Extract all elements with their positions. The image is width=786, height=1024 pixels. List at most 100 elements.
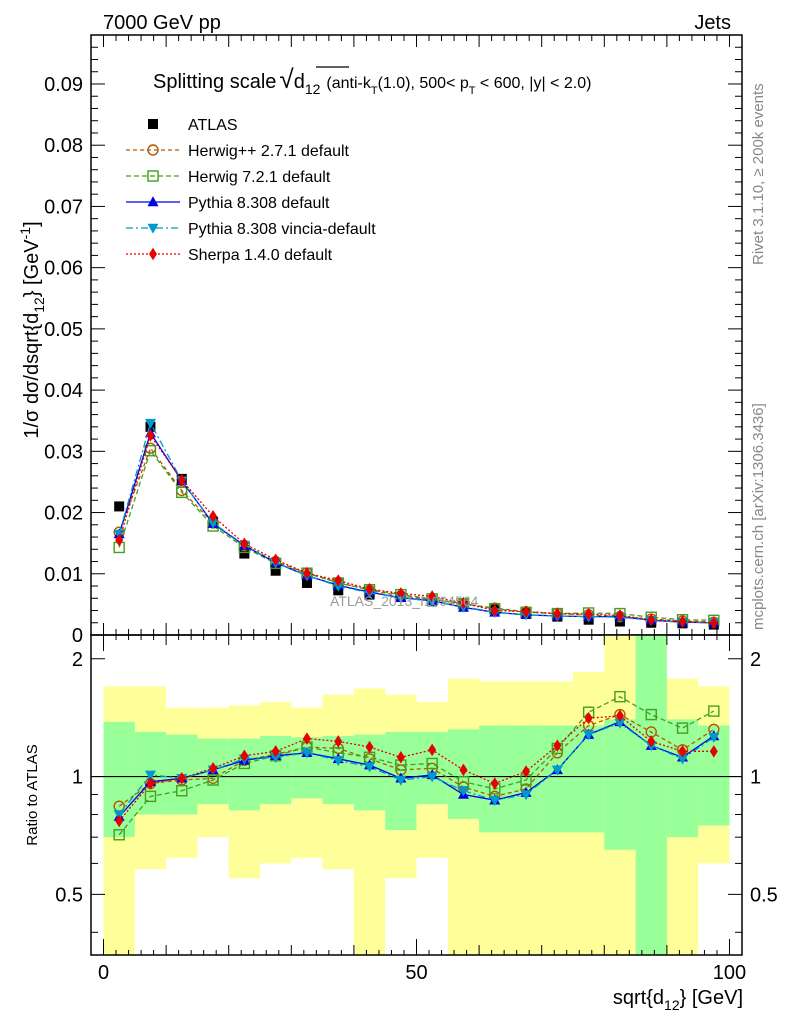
legend-marker — [147, 223, 159, 234]
legend-entry-pythia-8-308-vincia-default: Pythia 8.308 vincia-default — [126, 221, 376, 238]
ratio-point-herwig-7-2-1-default — [176, 785, 188, 797]
main-plot-y-label: 1/σ dσ/dsqrt{d12} [GeV-1] — [17, 221, 47, 438]
y-tick-label: 0.07 — [44, 196, 83, 218]
legend-marker — [147, 196, 159, 207]
ratio-point-pythia-8-308-vincia-default — [270, 753, 282, 764]
series-line-pythia-8-308-vincia-default — [118, 421, 714, 624]
legend-entry-sherpa-1-4-0-default: Sherpa 1.4.0 default — [126, 247, 333, 264]
ratio-point-herwig-7-2-1-default — [614, 690, 626, 703]
ratio-series-pythia-8-308-vincia-default — [113, 718, 720, 821]
data-point-atlas — [270, 565, 281, 576]
ratio-point-sherpa-1-4-0-default — [522, 765, 531, 778]
ratio-plot-x-label: sqrt{d12} [GeV] — [613, 987, 743, 1013]
title-cond2-sub: T — [469, 85, 476, 97]
y-tick-label: 0 — [72, 625, 83, 647]
ratio-point-sherpa-1-4-0-default — [240, 749, 249, 763]
y-tick-label: 0.02 — [44, 503, 83, 525]
data-point-sherpa-1-4-0-default — [177, 473, 186, 487]
ratio-point-pythia-8-308-vincia-default — [364, 762, 376, 773]
ratio-point-pythia-8-308-vincia-default — [520, 790, 532, 801]
legend-entry-herwig-7-2-1-default: Herwig 7.2.1 default — [126, 169, 331, 186]
x-label-a: sqrt{d — [613, 987, 664, 1009]
ratio-point-herwig-7-2-1-default — [113, 829, 125, 841]
ratio-y-tick-label-right: 2 — [750, 649, 761, 671]
legend-label: Pythia 8.308 default — [188, 195, 330, 212]
data-point-sherpa-1-4-0-default — [428, 590, 437, 603]
ratio-point-pythia-8-308-vincia-default — [489, 795, 501, 806]
mcplots-credit-text: mcplots.cern.ch [arXiv:1306.3436] — [750, 403, 767, 630]
y-label-a: 1/σ dσ/dsqrt{d — [21, 313, 43, 439]
ratio-point-sherpa-1-4-0-default — [647, 735, 656, 748]
ratio-point-sherpa-1-4-0-default — [115, 814, 124, 828]
legend-label: Herwig 7.2.1 default — [188, 169, 331, 186]
ratio-line-sherpa-1-4-0-default — [118, 715, 714, 822]
legend-entry-pythia-8-308-default: Pythia 8.308 default — [126, 195, 330, 212]
y-tick-label: 0.08 — [44, 135, 83, 157]
ratio-point-sherpa-1-4-0-default — [709, 745, 718, 758]
ratio-point-sherpa-1-4-0-default — [428, 743, 437, 757]
data-point-sherpa-1-4-0-default — [146, 429, 155, 442]
title-cond2: (1.0), 500< p — [378, 75, 469, 92]
main-plot: 0 0.01 0.02 0.03 0.04 0.05 0.06 0.07 0.08 0.09 AT… — [17, 34, 743, 647]
y-label-c: ] — [21, 221, 43, 227]
data-point-sherpa-1-4-0-default — [709, 616, 718, 630]
ratio-point-pythia-8-308-vincia-default — [708, 733, 720, 744]
ratio-y-tick-label-right: 0.5 — [750, 884, 778, 906]
ratio-point-herwig-7-2-1-default — [645, 708, 657, 721]
header-left: 7000 GeV pp — [103, 12, 221, 34]
data-point-sherpa-1-4-0-default — [396, 587, 405, 600]
data-point-sherpa-1-4-0-default — [615, 609, 624, 622]
data-point-sherpa-1-4-0-default — [584, 607, 593, 621]
ratio-band-inner — [228, 738, 261, 811]
ratio-point-pythia-8-308-vincia-default — [677, 754, 689, 765]
title-sqrt: √ — [279, 64, 294, 94]
ratio-point-pythia-8-308-vincia-default — [583, 730, 595, 741]
ratio-point-sherpa-1-4-0-default — [584, 711, 593, 725]
data-point-pythia-8-308-vincia-default — [332, 581, 344, 592]
data-point-sherpa-1-4-0-default — [490, 604, 499, 617]
y-tick-label: 0.01 — [44, 564, 83, 586]
ratio-x-tick-label: 50 — [405, 962, 427, 984]
y-label-b: } [GeV — [21, 239, 43, 297]
ratio-x-tick-label: 100 — [713, 962, 746, 984]
y-label-sup: -1 — [17, 227, 33, 240]
x-label-b: } [GeV] — [680, 987, 743, 1009]
data-point-sherpa-1-4-0-default — [271, 553, 280, 566]
legend-label: Pythia 8.308 vincia-default — [188, 221, 376, 238]
data-point-sherpa-1-4-0-default — [459, 596, 468, 610]
legend-marker — [147, 170, 159, 182]
y-tick-label: 0.06 — [44, 258, 83, 280]
data-point-sherpa-1-4-0-default — [522, 605, 531, 618]
ratio-bands — [103, 635, 730, 955]
ratio-point-sherpa-1-4-0-default — [209, 762, 218, 775]
ratio-point-herwig-7-2-1-default — [708, 705, 720, 717]
data-point-pythia-8-308-vincia-default — [144, 418, 156, 429]
main-plot-marks — [113, 418, 720, 630]
ratio-point-pythia-8-308-vincia-default — [614, 718, 626, 729]
ratio-plot: 0.5 0.51 12 20 50 100 Ratio to ATLAS sqrt{d12… — [24, 634, 778, 1013]
ratio-x-tick-label: 0 — [98, 962, 109, 984]
ratio-band-inner — [572, 725, 605, 833]
legend-marker — [149, 247, 157, 261]
title-prefix: Splitting scale — [153, 71, 276, 93]
ratio-point-sherpa-1-4-0-default — [365, 740, 374, 754]
ratio-point-pythia-8-308-vincia-default — [457, 786, 469, 797]
ratio-band-inner — [510, 725, 542, 833]
ratio-point-sherpa-1-4-0-default — [490, 777, 499, 790]
ratio-y-tick-label: 2 — [72, 649, 83, 671]
legend-marker — [147, 144, 159, 156]
ratio-plot-y-label: Ratio to ATLAS — [24, 744, 41, 845]
title-var: d — [294, 71, 305, 93]
ratio-point-pythia-8-308-vincia-default — [426, 772, 438, 783]
data-point-herwig-7-2-1-default — [176, 486, 188, 499]
data-point-sherpa-1-4-0-default — [553, 607, 562, 620]
ratio-point-sherpa-1-4-0-default — [334, 735, 343, 748]
y-tick-label: 0.04 — [44, 380, 83, 402]
data-point-sherpa-1-4-0-default — [365, 582, 374, 596]
y-tick-label: 0.05 — [44, 319, 83, 341]
ratio-band-inner — [291, 737, 323, 799]
ratio-band-inner — [635, 635, 667, 955]
ratio-point-herwig-7-2-1-default — [676, 722, 689, 734]
rivet-version-text: Rivet 3.1.10, ≥ 200k events — [750, 83, 767, 265]
